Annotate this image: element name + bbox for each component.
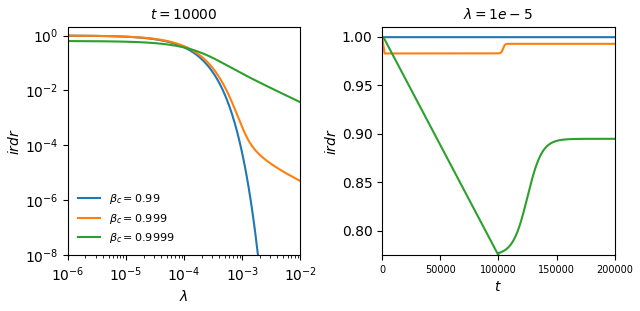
$\beta_c=0.99$ (64, 34, 72, 38)
$\beta_c=0.9999$ (153, 41, 161, 45)
Title: $\lambda = 1e-5$: $\lambda = 1e-5$ (463, 7, 533, 22)
$\beta_c=0.999$ (153, 37, 161, 41)
$\beta_c=0.999$ (292, 177, 300, 180)
$\beta_c=0.9999$ (296, 100, 304, 104)
$\beta_c=0.99$ (153, 38, 161, 41)
Title: $t = 10000$: $t = 10000$ (150, 8, 218, 22)
$\beta_c=0.999$ (64, 34, 72, 38)
Line: $\beta_c=0.999$: $\beta_c=0.999$ (68, 36, 300, 181)
$\beta_c=0.9999$ (292, 98, 300, 102)
Line: $\beta_c=0.9999$: $\beta_c=0.9999$ (68, 41, 300, 102)
Y-axis label: $irdr$: $irdr$ (7, 128, 22, 155)
$\beta_c=0.99$ (104, 34, 112, 38)
$\beta_c=0.999$ (296, 179, 304, 183)
$\beta_c=0.9999$ (267, 86, 275, 90)
Line: $\beta_c=0.99$: $\beta_c=0.99$ (68, 36, 300, 311)
X-axis label: $\lambda$: $\lambda$ (179, 289, 189, 304)
$\beta_c=0.999$ (104, 34, 112, 38)
$\beta_c=0.9999$ (91, 39, 99, 43)
$\beta_c=0.9999$ (104, 39, 112, 43)
X-axis label: $t$: $t$ (495, 281, 502, 295)
$\beta_c=0.999$ (91, 34, 99, 38)
$\beta_c=0.9999$ (163, 43, 171, 46)
$\beta_c=0.999$ (163, 39, 171, 43)
$\beta_c=0.99$ (91, 34, 99, 38)
Y-axis label: $irdr$: $irdr$ (324, 128, 339, 155)
$\beta_c=0.9999$ (64, 39, 72, 43)
Legend: $\beta_c=0.99$, $\beta_c=0.999$, $\beta_c=0.9999$: $\beta_c=0.99$, $\beta_c=0.999$, $\beta_… (74, 188, 179, 250)
$\beta_c=0.99$ (163, 40, 171, 44)
$\beta_c=0.999$ (267, 162, 275, 165)
